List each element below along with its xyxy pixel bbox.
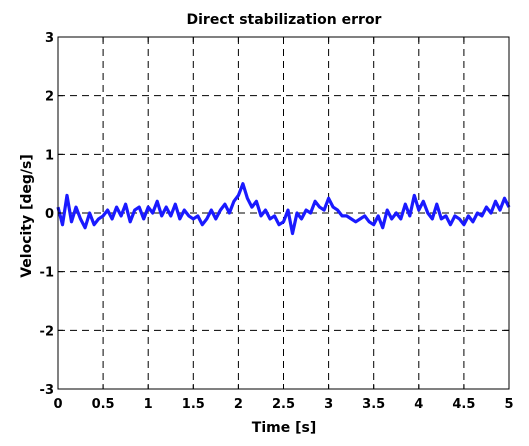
chart-title: Direct stabilization error [187, 12, 382, 28]
series-layer [56, 182, 511, 236]
y-tick-label: 2 [45, 90, 54, 105]
x-tick-label: 4.5 [452, 397, 475, 412]
y-tick-label: 3 [45, 31, 54, 46]
y-tick-labels: -3 -2 -1 0 1 2 3 [40, 31, 54, 398]
x-tick-label: 4 [414, 397, 423, 412]
y-tick-label: 0 [45, 207, 54, 222]
velocity-error-series-line [56, 182, 511, 236]
grid [58, 37, 509, 389]
x-tick-label: 1.5 [182, 397, 205, 412]
y-axis-label: Velocity [deg/s] [19, 154, 35, 278]
y-tick-label: -2 [40, 324, 54, 339]
y-tick-label: -3 [40, 383, 54, 398]
x-tick-labels: 0 0.5 1 1.5 2 2.5 3 3.5 4 4.5 5 [53, 397, 513, 412]
x-tick-label: 0 [53, 397, 62, 412]
axis-ticks [57, 36, 510, 390]
x-tick-label: 3 [324, 397, 333, 412]
x-tick-label: 2 [234, 397, 243, 412]
y-tick-label: 1 [45, 148, 54, 163]
x-tick-label: 3.5 [362, 397, 385, 412]
x-tick-label: 0.5 [92, 397, 115, 412]
x-tick-label: 2.5 [272, 397, 295, 412]
y-tick-label: -1 [40, 266, 54, 281]
x-tick-label: 5 [504, 397, 513, 412]
x-tick-label: 1 [144, 397, 153, 412]
x-axis-label: Time [s] [252, 420, 316, 436]
